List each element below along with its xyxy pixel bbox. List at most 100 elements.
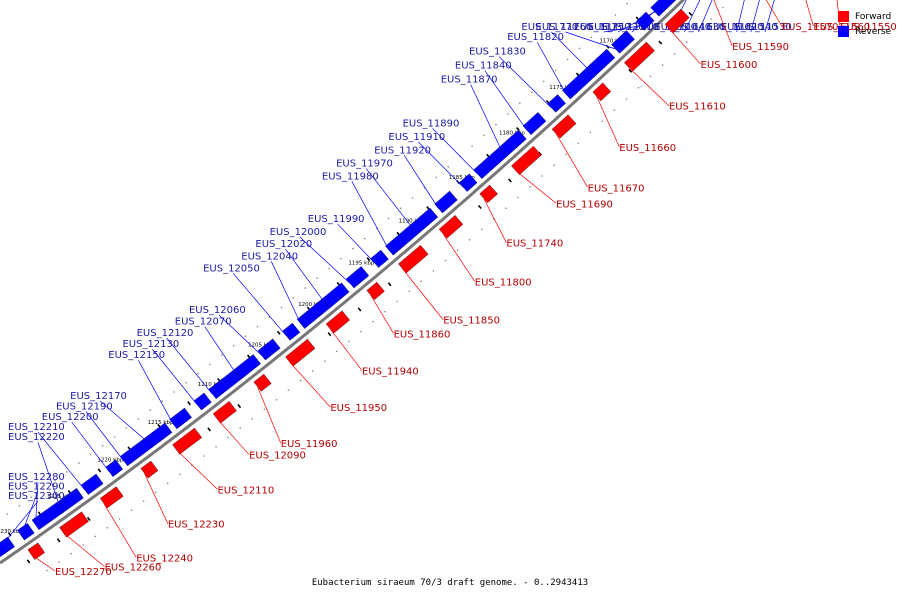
track-dot bbox=[411, 197, 414, 199]
track-dot bbox=[118, 518, 121, 520]
track-dot bbox=[589, 131, 592, 134]
track-dot bbox=[505, 207, 507, 209]
track-dot bbox=[227, 436, 229, 439]
genome-backbone bbox=[0, 0, 686, 565]
forward-gene-leader bbox=[515, 170, 557, 204]
reverse-gene-leader bbox=[684, 0, 701, 33]
forward-gene-leader bbox=[805, 0, 814, 27]
kbp-tick-label: 1220 kbp bbox=[97, 458, 123, 464]
reverse-gene-eus-11820 bbox=[561, 66, 596, 100]
reverse-gene-eus-12150 bbox=[169, 407, 192, 430]
reverse-gene-leader bbox=[0, 500, 39, 549]
reverse-gene-leader bbox=[99, 400, 149, 443]
reverse-gene-leader bbox=[204, 326, 238, 376]
track-dot bbox=[6, 513, 9, 515]
kbp-tick-label: 1225 kbp bbox=[47, 494, 73, 500]
reverse-gene-leader bbox=[418, 141, 464, 188]
track-dot bbox=[408, 290, 411, 293]
reverse-gene-eus-12290 bbox=[17, 523, 35, 541]
reverse-gene-label: EUS_11910 bbox=[388, 132, 445, 143]
track-dot bbox=[125, 427, 128, 429]
reverse-gene-leader bbox=[432, 128, 479, 175]
legend-label-reverse: Reverse bbox=[855, 26, 892, 37]
reverse-gene-label: EUS_11870 bbox=[441, 75, 498, 86]
track-dot bbox=[101, 444, 104, 447]
hash-tick bbox=[387, 282, 392, 287]
forward-gene-eus-11610 bbox=[624, 41, 655, 72]
hash-tick bbox=[26, 559, 31, 564]
track-dot bbox=[447, 166, 450, 168]
reverse-gene-label: EUS_11840 bbox=[455, 61, 512, 72]
track-dot bbox=[179, 473, 181, 476]
reverse-gene-eus-12200 bbox=[105, 459, 124, 477]
track-dot bbox=[113, 436, 116, 438]
reverse-gene-eus-11720 bbox=[650, 0, 677, 17]
reverse-gene-label: EUS_11990 bbox=[308, 214, 365, 225]
track-dot bbox=[686, 41, 688, 43]
forward-gene-label: EUS_11940 bbox=[362, 367, 419, 378]
forward-gene-eus-12230 bbox=[140, 460, 159, 479]
reverse-gene-label: EUS_12220 bbox=[8, 432, 65, 443]
reverse-gene-leader bbox=[285, 248, 326, 305]
reverse-gene-leader bbox=[71, 421, 110, 473]
reverse-gene-leader bbox=[698, 0, 713, 33]
track-dot bbox=[360, 330, 362, 333]
forward-gene-leader bbox=[596, 96, 620, 147]
forward-swatch bbox=[838, 11, 849, 22]
reverse-gene-eus-11760 bbox=[611, 30, 635, 54]
track-dot bbox=[89, 453, 92, 456]
forward-gene-label: EUS_11600 bbox=[701, 60, 758, 71]
reverse-gene-eus-11840 bbox=[522, 112, 547, 136]
track-dot bbox=[316, 277, 318, 280]
forward-gene-eus-11740 bbox=[479, 184, 498, 204]
reverse-gene-leader bbox=[85, 411, 125, 462]
track-dot bbox=[637, 86, 640, 89]
track-dot bbox=[483, 134, 485, 137]
reverse-gene-label: EUS_11760 bbox=[536, 22, 593, 33]
reverse-gene-eus-11990 bbox=[370, 249, 389, 268]
track-dot bbox=[352, 247, 354, 250]
reverse-gene-eus-12040 bbox=[296, 298, 330, 329]
reverse-gene-label: EUS_11980 bbox=[322, 171, 379, 182]
reverse-gene-leader bbox=[736, 0, 745, 33]
track-dot bbox=[287, 389, 290, 392]
track-dot bbox=[468, 239, 471, 241]
reverse-gene-label: EUS_11540 bbox=[721, 22, 778, 33]
reverse-gene-label: EUS_12020 bbox=[255, 239, 312, 250]
track-dot bbox=[495, 123, 497, 126]
forward-gene-label: EUS_11740 bbox=[506, 239, 563, 250]
forward-gene-label: EUS_11950 bbox=[330, 403, 387, 414]
reverse-gene-label: EUS_12050 bbox=[203, 263, 260, 274]
track-dot bbox=[471, 145, 473, 147]
kbp-tick-label: 1190 kbp bbox=[399, 218, 425, 224]
forward-gene-leader bbox=[765, 0, 783, 27]
track-dot bbox=[106, 526, 109, 529]
track-dot bbox=[336, 350, 338, 353]
reverse-gene-leader bbox=[565, 31, 616, 50]
forward-gene-label: EUS_11660 bbox=[619, 143, 676, 154]
track-dot bbox=[384, 310, 386, 313]
reverse-gene-eus-12050 bbox=[282, 322, 301, 341]
track-dot bbox=[58, 561, 60, 563]
hash-tick bbox=[658, 40, 663, 45]
legend-label-forward: Forward bbox=[855, 11, 892, 22]
reverse-gene-label: EUS_11770 bbox=[521, 22, 578, 33]
track-dot bbox=[507, 113, 509, 115]
reverse-gene-leader bbox=[365, 168, 415, 230]
track-dot bbox=[480, 228, 483, 231]
forward-gene-label: EUS_12240 bbox=[136, 553, 193, 564]
reverse-gene-leader bbox=[536, 42, 567, 95]
forward-gene-label: EUS_11690 bbox=[556, 199, 613, 210]
track-dot bbox=[340, 257, 342, 260]
reverse-gene-label: EUS_11630 bbox=[669, 22, 726, 33]
hash-tick bbox=[366, 257, 371, 262]
hash-tick bbox=[628, 68, 633, 73]
track-dot bbox=[614, 14, 617, 16]
forward-gene-leader bbox=[329, 328, 363, 371]
reverse-gene-eus-11890 bbox=[473, 147, 507, 179]
hash-tick bbox=[7, 532, 12, 537]
track-dot bbox=[626, 2, 628, 5]
reverse-gene-label: EUS_11720 bbox=[588, 22, 645, 33]
track-dot bbox=[577, 142, 579, 145]
reverse-swatch bbox=[838, 26, 849, 37]
